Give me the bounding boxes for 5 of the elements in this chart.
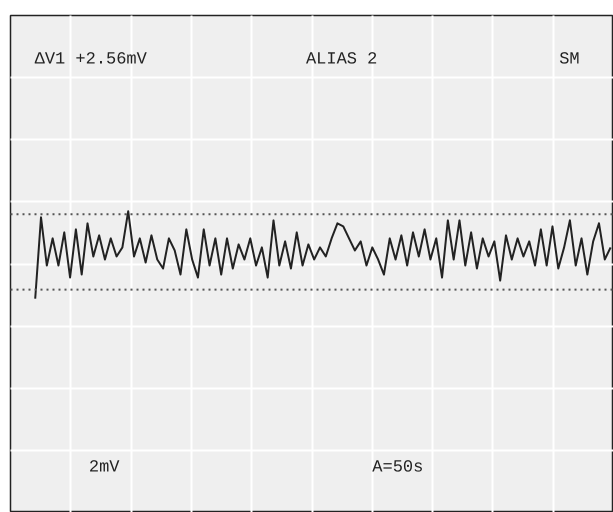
text: SM — [559, 50, 580, 70]
text: ΔV1 +2.56mV — [34, 50, 148, 70]
annotation: 2mV — [88, 458, 120, 478]
annotation: A=50s — [372, 458, 424, 478]
text: ALIAS 2 — [306, 50, 378, 70]
